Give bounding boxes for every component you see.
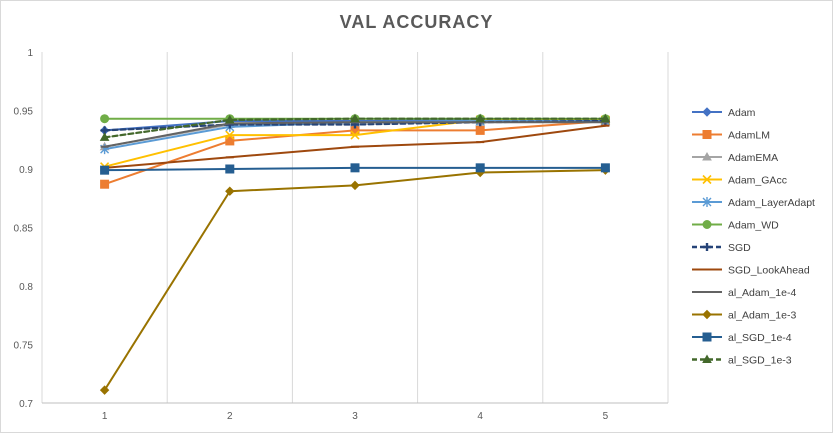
legend-label: AdamLM bbox=[728, 130, 770, 142]
legend-entry: al_Adam_1e-3 bbox=[692, 310, 796, 322]
legend-entry: SGD bbox=[692, 242, 751, 254]
y-tick-label: 0.7 bbox=[19, 399, 33, 410]
x-tick-label: 3 bbox=[352, 411, 358, 422]
data-point-marker bbox=[702, 151, 712, 161]
grid-lines bbox=[41, 52, 669, 403]
series-al_Adam_1e-4 bbox=[100, 121, 610, 148]
legend-label: SGD_LookAhead bbox=[728, 265, 810, 277]
y-tick-label: 1 bbox=[27, 48, 33, 59]
legend-label: Adam_GAcc bbox=[728, 175, 787, 187]
data-point-marker bbox=[224, 114, 235, 124]
data-point-marker bbox=[100, 114, 110, 124]
data-point-marker bbox=[702, 332, 712, 342]
y-tick-label: 0.8 bbox=[19, 282, 33, 293]
data-point-marker bbox=[350, 130, 360, 140]
data-point-marker bbox=[350, 180, 360, 191]
x-tick-label: 4 bbox=[477, 411, 483, 422]
data-point-marker bbox=[703, 243, 711, 251]
legend-entry: AdamLM bbox=[692, 130, 770, 142]
y-tick-label: 0.9 bbox=[19, 165, 33, 176]
legend-label: al_SGD_1e-4 bbox=[728, 332, 792, 344]
data-point-marker bbox=[702, 130, 712, 139]
data-point-marker bbox=[475, 163, 485, 173]
x-tick-label: 1 bbox=[102, 411, 108, 422]
legend-entry: al_Adam_1e-4 bbox=[692, 287, 796, 299]
data-point-marker bbox=[100, 179, 110, 189]
data-point-marker bbox=[350, 163, 360, 173]
legend-label: SGD bbox=[728, 242, 751, 254]
tick-labels: 1 2 3 4 5 0.7 0.75 0.8 0.85 0.9 0.95 1 bbox=[14, 48, 609, 422]
data-point-marker bbox=[225, 130, 235, 140]
data-point-marker bbox=[225, 186, 235, 196]
data-point-marker bbox=[702, 354, 712, 363]
data-point-marker bbox=[99, 385, 110, 395]
data-point-marker bbox=[702, 220, 712, 229]
legend-label: Adam_LayerAdapt bbox=[728, 197, 815, 209]
series-al_SGD_1e-3 bbox=[99, 113, 611, 141]
data-point-marker bbox=[702, 309, 712, 320]
series-line bbox=[103, 169, 607, 392]
data-point-marker bbox=[702, 107, 712, 117]
legend-entry: Adam_GAcc bbox=[692, 175, 787, 187]
legend-entry: AdamEMA bbox=[692, 151, 778, 164]
data-point-marker bbox=[600, 113, 611, 123]
data-point-marker bbox=[600, 163, 610, 173]
series-al_SGD_1e-4 bbox=[100, 163, 610, 175]
legend-entry: al_SGD_1e-3 bbox=[692, 354, 792, 367]
legend-label: AdamEMA bbox=[728, 152, 778, 164]
series-al_Adam_1e-3 bbox=[99, 165, 611, 395]
data-point-marker bbox=[475, 125, 485, 135]
data-point-marker bbox=[99, 132, 110, 141]
y-tick-label: 0.85 bbox=[14, 224, 34, 235]
legend-label: Adam bbox=[728, 107, 756, 119]
legend-entry: Adam_WD bbox=[692, 220, 779, 232]
legend-label: al_Adam_1e-3 bbox=[728, 310, 796, 322]
data-point-marker bbox=[100, 165, 110, 175]
y-tick-label: 0.75 bbox=[14, 341, 34, 352]
y-tick-label: 0.95 bbox=[14, 107, 34, 118]
legend-label: Adam_WD bbox=[728, 220, 779, 232]
legend-label: al_SGD_1e-3 bbox=[728, 355, 792, 367]
legend-entry: Adam_LayerAdapt bbox=[692, 197, 815, 209]
legend-label: al_Adam_1e-4 bbox=[728, 287, 796, 299]
data-point-marker bbox=[702, 197, 712, 207]
x-tick-label: 5 bbox=[603, 411, 609, 422]
x-tick-label: 2 bbox=[227, 411, 233, 422]
data-point-marker bbox=[225, 164, 235, 174]
legend-entry: Adam bbox=[692, 107, 756, 119]
data-point-marker bbox=[350, 113, 360, 123]
data-point-marker bbox=[475, 113, 486, 123]
data-point-marker bbox=[702, 174, 712, 185]
data-point-marker bbox=[225, 136, 235, 146]
chart-title: VAL ACCURACY bbox=[339, 12, 494, 32]
legend-entry: SGD_LookAhead bbox=[692, 265, 810, 277]
legend: Adam AdamLM AdamEMA Adam_GAcc Adam_LayerAdap… bbox=[692, 107, 815, 367]
legend-entry: al_SGD_1e-4 bbox=[692, 332, 792, 344]
series-lines bbox=[99, 113, 611, 395]
